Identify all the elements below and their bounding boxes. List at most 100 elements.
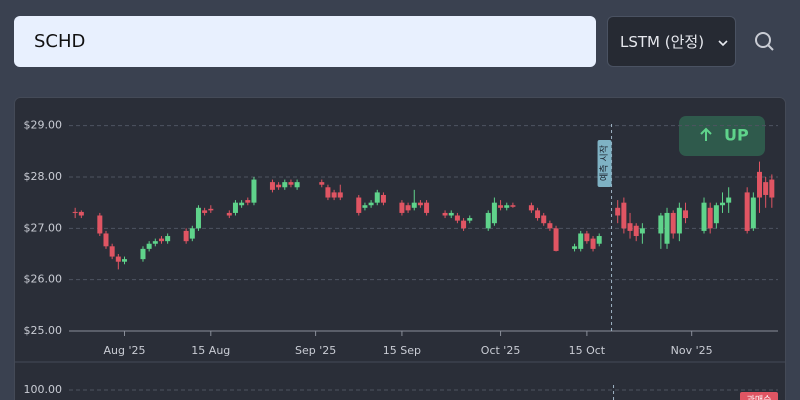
candle-body — [590, 238, 596, 249]
candle-body — [399, 202, 405, 213]
candle-body — [288, 182, 294, 185]
candle-body — [633, 225, 639, 237]
candle-body — [553, 228, 559, 251]
candle-body — [627, 223, 633, 231]
candle-body — [325, 187, 331, 198]
candle-body — [578, 233, 584, 249]
candle-body — [491, 202, 497, 224]
candle-body — [584, 233, 590, 242]
candle-body — [510, 205, 516, 207]
candle-body — [454, 215, 460, 221]
candle-body — [757, 171, 763, 198]
candle-body — [461, 220, 467, 229]
candle-body — [683, 210, 689, 219]
candle-body — [103, 233, 109, 247]
candle-body — [621, 202, 627, 229]
candle-body — [504, 205, 510, 208]
candle-body — [535, 210, 541, 219]
candle-body — [547, 223, 553, 229]
search-button[interactable] — [755, 32, 774, 51]
chevron-icon — [718, 40, 728, 47]
candle-body — [541, 215, 547, 224]
indicator-badge-bg — [740, 392, 778, 400]
candle-body — [319, 182, 325, 185]
candle-body — [411, 202, 417, 208]
candle-body — [109, 246, 115, 257]
candle-body — [356, 197, 362, 213]
candle-body — [720, 202, 726, 206]
y-tick-label: $27.00 — [24, 221, 63, 234]
candle-body — [189, 228, 195, 239]
indicator-badge: 과매수 — [747, 395, 772, 400]
candle-body — [337, 192, 343, 198]
x-tick-label: 15 Aug — [191, 344, 230, 357]
candle-body — [208, 208, 214, 211]
model-select[interactable]: LSTM (안정) — [607, 16, 736, 67]
candle-body — [664, 212, 670, 244]
candle-body — [467, 218, 473, 221]
candle-body — [424, 202, 430, 213]
candle-body — [750, 197, 756, 229]
candle-body — [405, 205, 411, 211]
candle-body — [707, 207, 713, 229]
x-tick-label: Oct '25 — [481, 344, 521, 357]
candle-body — [498, 205, 504, 208]
candle-body — [72, 211, 78, 213]
x-tick-label: Aug '25 — [103, 344, 145, 357]
x-tick-label: 15 Oct — [569, 344, 606, 357]
candle-body — [331, 192, 337, 198]
candle-body — [97, 215, 103, 234]
candle-body — [232, 202, 238, 213]
candle-body — [121, 259, 127, 262]
candle-body — [78, 211, 84, 216]
candle-body — [226, 212, 232, 216]
candle-body — [639, 228, 645, 234]
candle-body — [282, 182, 288, 188]
candle-body — [442, 212, 448, 216]
x-tick-label: Sep '25 — [295, 344, 336, 357]
candle-body — [202, 210, 208, 213]
candle-body — [572, 246, 578, 249]
search-input[interactable]: SCHD — [14, 16, 596, 67]
y-tick-label: $26.00 — [24, 273, 63, 286]
candle-body — [528, 205, 534, 211]
candle-body — [269, 182, 275, 190]
candle-body — [294, 182, 300, 188]
candle-body — [596, 236, 602, 244]
model-select-text: LSTM (안정) — [620, 33, 705, 51]
signal-text: UP — [724, 126, 749, 145]
candle-body — [485, 212, 491, 229]
candle-body — [158, 238, 164, 242]
candle-body — [615, 207, 621, 216]
forecast-label-bg — [597, 140, 612, 187]
forecast-label: 예측 시작 — [599, 145, 610, 181]
candle-body — [239, 202, 245, 206]
candle-body — [374, 192, 380, 203]
candle-body — [146, 243, 152, 249]
candle-body — [115, 256, 121, 262]
y-tick-label: $28.00 — [24, 170, 63, 183]
candle-body — [417, 202, 423, 206]
candle-body — [676, 207, 682, 234]
candle-body — [165, 236, 171, 242]
search-text: SCHD — [34, 31, 86, 52]
candle-body — [251, 179, 257, 203]
candle-body — [152, 241, 158, 244]
candle-body — [670, 212, 676, 234]
candle-body — [380, 194, 386, 203]
candle-body — [140, 248, 146, 260]
candle-body — [183, 230, 189, 242]
candle-body — [726, 197, 732, 203]
candle-body — [763, 182, 769, 195]
indicator-tick-label: 100.00 — [24, 383, 63, 396]
signal-badge: UP — [679, 116, 765, 156]
candle-body — [368, 202, 374, 206]
candle-body — [701, 202, 707, 231]
candle-body — [744, 192, 750, 231]
candle-body — [769, 179, 775, 198]
chart-card — [14, 97, 786, 400]
x-tick-label: 15 Sep — [383, 344, 421, 357]
y-tick-label: $25.00 — [24, 324, 63, 337]
